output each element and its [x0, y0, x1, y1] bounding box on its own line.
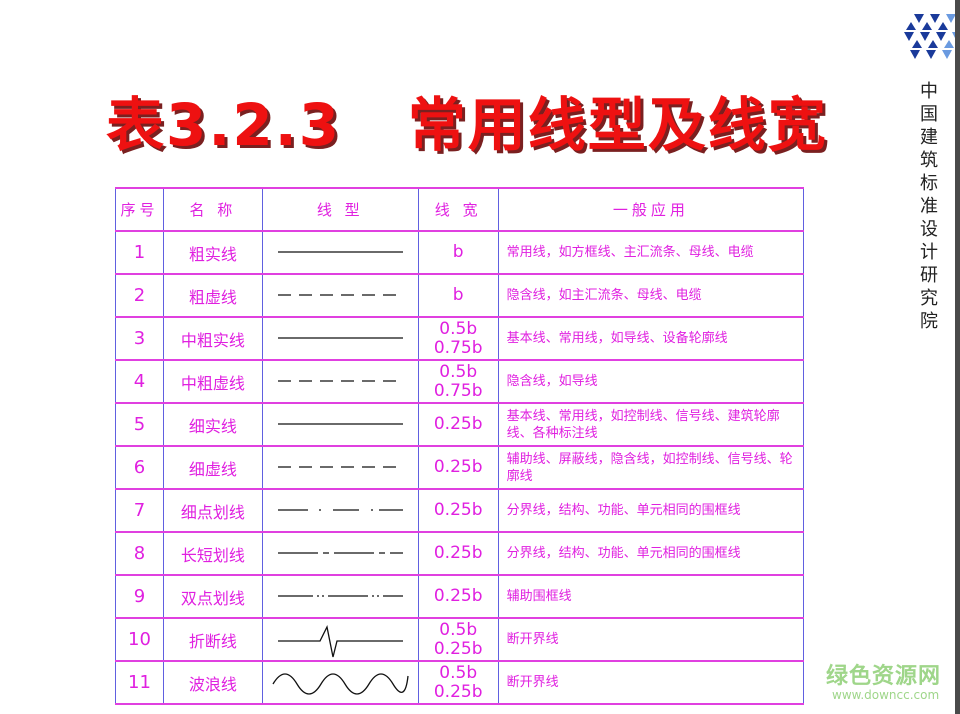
row-number: 7: [115, 488, 164, 533]
line-width: 0.5b 0.25b: [417, 660, 499, 705]
row-number: 9: [115, 574, 164, 619]
table-row: 1 粗实线 b 常用线，如方框线、主汇流条、母线、电缆: [115, 230, 805, 275]
line-application: 分界线，结构、功能、单元相同的围框线: [497, 488, 805, 533]
line-name: 粗虚线: [162, 273, 263, 318]
line-width: b: [417, 273, 499, 318]
line-width: 0.25b: [417, 531, 499, 576]
line-application: 辅助线、屏蔽线，隐含线，如控制线、信号线、轮廓线: [497, 445, 805, 490]
line-sample: [261, 230, 419, 275]
line-name: 长短划线: [162, 531, 263, 576]
line-width: 0.5b 0.75b: [417, 316, 499, 361]
row-number: 1: [115, 230, 164, 275]
dash-dot-line-sample-icon: [277, 508, 403, 511]
header-no: 序号: [115, 187, 164, 232]
table-row: 7 细点划线 0.25b 分界线，结构、功能、单元相同的围框线: [115, 488, 805, 533]
line-name: 细虚线: [162, 445, 263, 490]
line-sample: [261, 445, 419, 490]
line-application: 断开界线: [497, 660, 805, 705]
row-number: 5: [115, 402, 164, 447]
line-application: 常用线，如方框线、主汇流条、母线、电缆: [497, 230, 805, 275]
line-sample: [261, 316, 419, 361]
line-sample: [261, 617, 419, 662]
line-sample: [261, 660, 419, 705]
dashed-line-sample-icon: [277, 379, 403, 382]
dashed-line-sample-icon: [277, 293, 403, 296]
line-type-table: 序号 名 称 线 型 线 宽 一般应用 1 粗实线 b 常用线，如方框线、主汇流…: [115, 187, 805, 705]
line-application: 断开界线: [497, 617, 805, 662]
line-width: 0.25b: [417, 574, 499, 619]
table-row: 9 双点划线 0.25b 辅助围框线: [115, 574, 805, 619]
watermark-url: www.downcc.com: [832, 688, 940, 702]
row-number: 4: [115, 359, 164, 404]
line-application: 基本线、常用线，如控制线、信号线、建筑轮廓线、各种标注线: [497, 402, 805, 447]
line-application: 辅助围框线: [497, 574, 805, 619]
row-number: 2: [115, 273, 164, 318]
line-width: b: [417, 230, 499, 275]
line-width: 0.25b: [417, 402, 499, 447]
table-row: 8 长短划线 0.25b 分界线，结构、功能、单元相同的围框线: [115, 531, 805, 576]
dashed-line-sample-icon: [277, 465, 403, 468]
header-name: 名 称: [162, 187, 263, 232]
line-application: 隐含线，如导线: [497, 359, 805, 404]
table-row: 6 细虚线 0.25b 辅助线、屏蔽线，隐含线，如控制线、信号线、轮廓线: [115, 445, 805, 490]
wave-line-sample-icon: [272, 672, 409, 695]
header-application: 一般应用: [497, 187, 805, 232]
dash-double-dot-line-sample-icon: [277, 594, 403, 597]
table-header-row: 序号 名 称 线 型 线 宽 一般应用: [115, 187, 805, 232]
line-name: 细点划线: [162, 488, 263, 533]
table-row: 11 波浪线 0.5b 0.25b 断开界线: [115, 660, 805, 705]
row-number: 6: [115, 445, 164, 490]
table-row: 10 折断线 0.5b 0.25b 断开界线: [115, 617, 805, 662]
row-number: 10: [115, 617, 164, 662]
line-width: 0.5b 0.25b: [417, 617, 499, 662]
row-number: 11: [115, 660, 164, 705]
table-row: 2 粗虚线 b 隐含线，如主汇流条、母线、电缆: [115, 273, 805, 318]
line-width: 0.25b: [417, 488, 499, 533]
line-sample: [261, 531, 419, 576]
solid-line-sample-icon: [277, 422, 403, 425]
organization-name: 中国建筑标准设计研究院: [920, 81, 938, 332]
line-sample: [261, 488, 419, 533]
line-name: 中粗实线: [162, 316, 263, 361]
table-row: 4 中粗虚线 0.5b 0.75b 隐含线，如导线: [115, 359, 805, 404]
table-row: 5 细实线 0.25b 基本线、常用线，如控制线、信号线、建筑轮廓线、各种标注线: [115, 402, 805, 447]
line-name: 波浪线: [162, 660, 263, 705]
table-row: 3 中粗实线 0.5b 0.75b 基本线、常用线，如导线、设备轮廓线: [115, 316, 805, 361]
line-sample: [261, 574, 419, 619]
break-line-sample-icon: [277, 624, 403, 657]
line-width: 0.5b 0.75b: [417, 359, 499, 404]
line-width: 0.25b: [417, 445, 499, 490]
line-application: 基本线、常用线，如导线、设备轮廓线: [497, 316, 805, 361]
line-name: 中粗虚线: [162, 359, 263, 404]
solid-line-sample-icon: [277, 250, 403, 253]
line-name: 双点划线: [162, 574, 263, 619]
watermark-name: 绿色资源网: [826, 664, 942, 689]
line-sample: [261, 359, 419, 404]
line-sample: [261, 402, 419, 447]
page-title: 表3.2.3 常用线型及线宽: [106, 91, 828, 159]
header-line-type: 线 型: [261, 187, 419, 232]
line-application: 分界线，结构、功能、单元相同的围框线: [497, 531, 805, 576]
row-number: 8: [115, 531, 164, 576]
header-width: 线 宽: [417, 187, 499, 232]
scrollbar[interactable]: [955, 0, 960, 714]
line-name: 折断线: [162, 617, 263, 662]
institute-logo: [904, 14, 956, 59]
solid-line-sample-icon: [277, 336, 403, 339]
line-name: 粗实线: [162, 230, 263, 275]
long-short-dash-line-sample-icon: [277, 551, 403, 554]
line-application: 隐含线，如主汇流条、母线、电缆: [497, 273, 805, 318]
line-name: 细实线: [162, 402, 263, 447]
line-sample: [261, 273, 419, 318]
row-number: 3: [115, 316, 164, 361]
